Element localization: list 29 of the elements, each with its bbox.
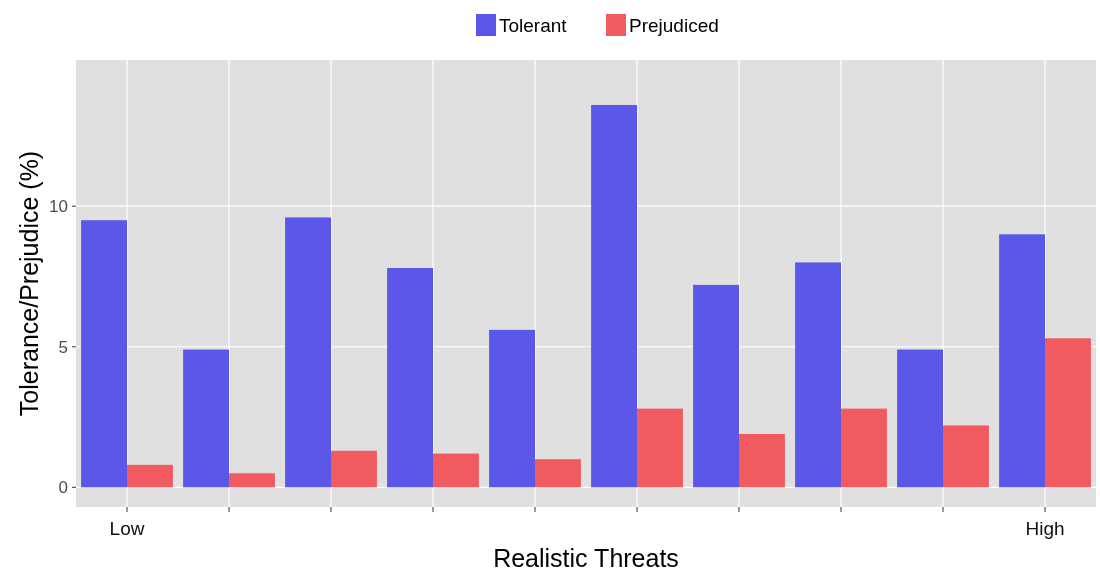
legend-label: Prejudiced [629,14,719,36]
bar [841,408,887,488]
bar [693,284,739,488]
bar [183,349,229,488]
bar [1045,338,1091,488]
bar [535,459,581,488]
x-axis-title: Realistic Threats [493,544,679,572]
bar [637,408,683,488]
bar [285,217,331,488]
bar [489,329,535,488]
x-tick-label: High [1025,518,1065,539]
bar [897,349,943,488]
bar [387,268,433,488]
y-tick-label: 0 [58,478,68,498]
y-axis-title: Tolerance/Prejudice (%) [15,150,43,417]
bar [999,234,1045,488]
bar [331,450,377,488]
y-tick-label: 10 [49,197,68,217]
y-tick-label: 5 [58,337,68,357]
bar [229,473,275,488]
bar [127,464,173,488]
bar [433,453,479,488]
bar [739,433,785,488]
bar [943,425,989,488]
bar [81,220,127,488]
bar [591,104,637,488]
legend-label: Tolerant [499,14,568,36]
bar [795,262,841,488]
x-tick-label: Low [109,518,145,539]
